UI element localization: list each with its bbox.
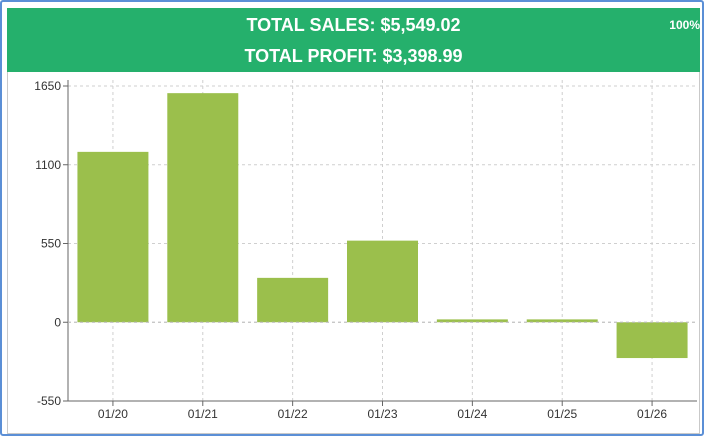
y-tick-label: 1100 (35, 158, 61, 172)
total-sales-label: TOTAL SALES: $5,549.02 (246, 15, 461, 35)
bar-01-20 (77, 151, 149, 323)
summary-header: TOTAL SALES: $5,549.02 TOTAL PROFIT: $3,… (7, 8, 700, 72)
x-tick-label: 01/26 (637, 407, 667, 421)
y-tick-label: -550 (37, 394, 61, 408)
chart-area: -550 0 550 1100 1650 01/20 01/21 01/22 01/23 01/2… (7, 72, 700, 434)
bar-chart: -550 0 550 1100 1650 01/20 01/21 01/22 01/23 01/2… (34, 79, 697, 421)
bar-01-24 (436, 319, 508, 323)
bar-01-25 (526, 319, 598, 323)
x-tick-label: 01/25 (547, 407, 577, 421)
x-tick-label: 01/20 (98, 407, 128, 421)
x-tick-label: 01/22 (278, 407, 308, 421)
y-tick-label: 0 (54, 315, 61, 329)
x-tick-label: 01/23 (367, 407, 397, 421)
x-tick-label: 01/24 (457, 407, 487, 421)
bar-01-22 (257, 277, 329, 323)
bar-01-21 (167, 93, 239, 323)
total-profit-label: TOTAL PROFIT: $3,398.99 (244, 46, 463, 66)
y-tick-label: 1650 (34, 79, 61, 93)
x-tick-label: 01/21 (188, 407, 218, 421)
zoom-level[interactable]: 100% (669, 18, 700, 32)
y-tick-label: 550 (41, 237, 61, 251)
bar-01-26 (616, 322, 688, 359)
bar-01-23 (347, 240, 418, 323)
